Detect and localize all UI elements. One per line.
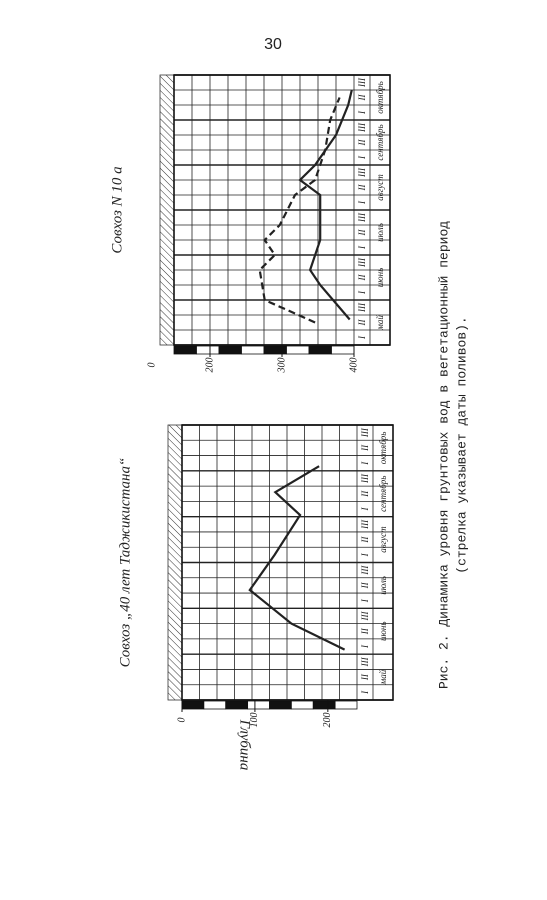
decade-label: III bbox=[357, 167, 367, 178]
decade-label: III bbox=[360, 610, 370, 621]
data-line bbox=[258, 97, 341, 324]
month-label: май bbox=[375, 315, 385, 331]
ground-hatch bbox=[167, 424, 183, 701]
decade-label: I bbox=[360, 507, 370, 512]
decade-label: II bbox=[357, 319, 367, 327]
scale-bar bbox=[225, 700, 249, 710]
month-label: август bbox=[378, 526, 388, 553]
y-tick-label: 400 bbox=[348, 358, 359, 373]
caption-line: Рис. 2. Динамика уровня грунтовых вод в … bbox=[436, 221, 451, 689]
month-label: октябрь bbox=[378, 432, 388, 465]
scale-bar bbox=[286, 345, 310, 355]
scale-bar bbox=[263, 345, 287, 355]
decade-label: I bbox=[360, 644, 370, 649]
decade-label: I bbox=[360, 461, 370, 466]
chart-title: Совхоз N 10 а bbox=[109, 166, 125, 253]
plot-frame bbox=[181, 424, 394, 701]
decade-label: II bbox=[360, 627, 370, 635]
scale-bar bbox=[331, 345, 355, 355]
decade-label: III bbox=[360, 565, 370, 576]
decade-label: I bbox=[360, 552, 370, 557]
decade-label: I bbox=[357, 335, 367, 340]
decade-label: II bbox=[360, 444, 370, 452]
month-label: сентябрь bbox=[375, 124, 385, 160]
decade-label: III bbox=[357, 212, 367, 223]
decade-label: II bbox=[360, 536, 370, 544]
decade-label: III bbox=[360, 519, 370, 530]
decade-label: II bbox=[360, 581, 370, 589]
decade-label: I bbox=[360, 690, 370, 695]
scale-bar bbox=[218, 345, 242, 355]
scale-bar bbox=[312, 700, 336, 710]
decade-label: II bbox=[360, 490, 370, 498]
scale-bar bbox=[247, 700, 270, 710]
decade-label: II bbox=[357, 94, 367, 102]
month-label: июль bbox=[375, 223, 385, 242]
plot-frame bbox=[173, 74, 391, 346]
month-label: октябрь bbox=[375, 81, 385, 114]
decade-label: III bbox=[357, 302, 367, 313]
caption-line: (стрелка указывает даты поливов). bbox=[454, 316, 469, 573]
scale-bar bbox=[173, 345, 197, 355]
y-tick-label: 300 bbox=[276, 358, 287, 374]
data-line bbox=[298, 89, 353, 321]
decade-label: I bbox=[357, 290, 367, 295]
decade-label: I bbox=[357, 110, 367, 115]
caption: Рис. 2. Динамика уровня грунтовых вод в … bbox=[436, 221, 469, 689]
chart: 200 300 4000майIIIIIIиюньIIIIIIиюльIIIIIIа… bbox=[109, 74, 391, 374]
y-tick-label: 200 bbox=[204, 358, 215, 373]
decade-label: I bbox=[357, 200, 367, 205]
decade-label: I bbox=[360, 598, 370, 603]
decade-label: I bbox=[357, 155, 367, 160]
month-label: август bbox=[375, 174, 385, 201]
scale-bar bbox=[196, 345, 220, 355]
decade-label: II bbox=[357, 184, 367, 192]
decade-label: III bbox=[357, 122, 367, 133]
scale-bar bbox=[269, 700, 292, 710]
origin-label: 0 bbox=[146, 363, 157, 368]
decade-label: I bbox=[357, 245, 367, 250]
month-label: сентябрь bbox=[378, 476, 388, 512]
month-label: май bbox=[378, 669, 388, 685]
scale-bar bbox=[308, 345, 332, 355]
scale-bar bbox=[290, 700, 314, 710]
y-tick-label: 0 bbox=[176, 718, 187, 723]
decade-label: III bbox=[360, 473, 370, 484]
month-label: июнь bbox=[378, 622, 388, 641]
chart-title: Совхоз „40 лет Таджикистана“ bbox=[117, 458, 133, 668]
decade-label: III bbox=[357, 257, 367, 268]
chart: 0 100 200майIIIIIIиюньIIIIIIиюльIIIIIIавгу… bbox=[117, 424, 394, 771]
data-line bbox=[248, 465, 346, 651]
scale-bar bbox=[334, 700, 358, 710]
decade-label: II bbox=[360, 673, 370, 681]
scale-bar bbox=[181, 700, 205, 710]
scale-bar bbox=[203, 700, 227, 710]
y-axis-label: Глубина bbox=[237, 719, 253, 771]
month-label: июнь bbox=[375, 268, 385, 287]
decade-label: III bbox=[360, 427, 370, 438]
decade-label: III bbox=[360, 656, 370, 667]
decade-label: II bbox=[357, 229, 367, 237]
decade-label: III bbox=[357, 77, 367, 88]
ground-hatch bbox=[159, 74, 175, 346]
scale-bar bbox=[241, 345, 265, 355]
y-tick-label: 200 bbox=[322, 713, 333, 728]
y-tick-label: 100 bbox=[249, 713, 260, 728]
month-label: июль bbox=[378, 576, 388, 595]
decade-label: II bbox=[357, 274, 367, 282]
page-number: 30 bbox=[264, 36, 282, 53]
decade-label: II bbox=[357, 139, 367, 147]
